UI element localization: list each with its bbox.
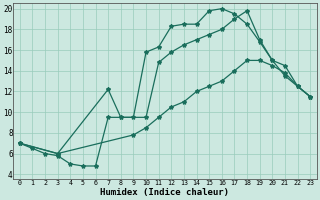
X-axis label: Humidex (Indice chaleur): Humidex (Indice chaleur): [100, 188, 229, 197]
